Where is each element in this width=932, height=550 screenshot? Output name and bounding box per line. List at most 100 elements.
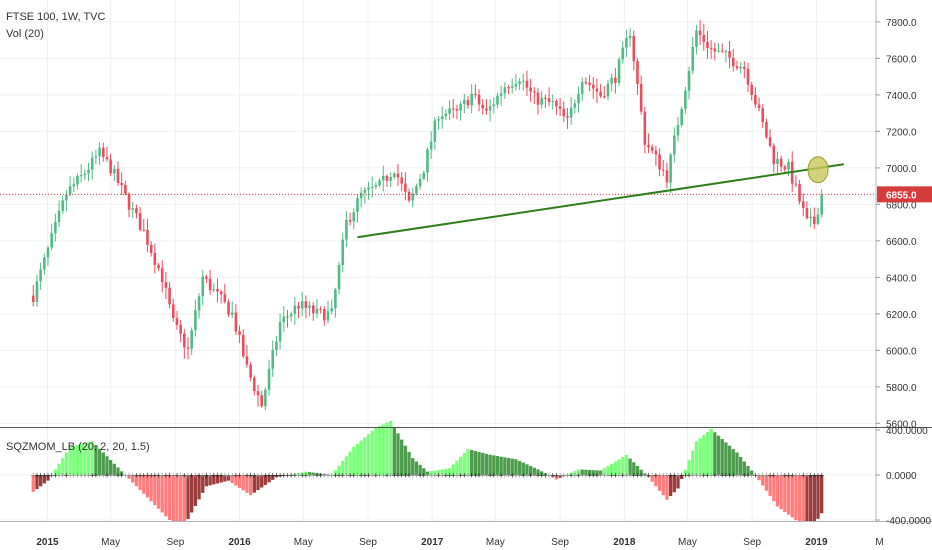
sqz-bar: [650, 475, 654, 482]
sqz-bar: [532, 467, 536, 475]
candle-body: [680, 108, 683, 126]
sqz-dot: +: [790, 471, 795, 481]
sqz-bar: [116, 467, 120, 475]
sqz-bar: [226, 475, 231, 481]
sqz-bar: [812, 475, 816, 525]
sqz-dot: +: [650, 471, 655, 481]
sqz-dot: +: [211, 471, 216, 481]
sqz-bar: [433, 470, 437, 475]
candle-body: [109, 159, 112, 174]
candle-body: [695, 30, 698, 47]
sqz-dot: +: [101, 471, 106, 481]
sqz-bar: [440, 469, 444, 475]
candle-body: [698, 30, 702, 35]
sqz-dot: +: [569, 471, 574, 481]
candle-body: [654, 150, 658, 155]
candle-body: [46, 247, 50, 258]
sqz-dot: +: [709, 471, 714, 481]
candle-body: [39, 269, 42, 282]
sqz-bar: [573, 471, 577, 475]
sqz-dot: +: [115, 471, 120, 481]
candle-body: [171, 304, 175, 319]
sqz-dot: +: [263, 471, 268, 481]
sqz-dot: +: [377, 471, 382, 481]
candle-body: [474, 93, 477, 95]
sqz-bar: [252, 475, 256, 493]
sqz-bar: [90, 441, 94, 475]
x-tick-label: May: [678, 537, 697, 548]
sqz-bar: [735, 452, 739, 475]
candle-body: [558, 106, 562, 109]
sqz-bar: [337, 465, 341, 475]
sqz-bar: [462, 452, 466, 475]
sqz-bar: [400, 439, 404, 475]
sqz-dot: +: [145, 471, 150, 481]
volume-legend[interactable]: Vol (20): [6, 28, 44, 40]
sqz-dot: +: [451, 471, 456, 481]
x-tick-label: Sep: [166, 537, 184, 548]
sqz-y-tick-label: -400.0000: [886, 516, 931, 527]
sqz-bar: [521, 462, 525, 475]
x-tick-label: 2018: [613, 537, 636, 548]
sqz-dot: +: [42, 471, 47, 481]
sqz-bar: [425, 471, 430, 475]
candle-body: [573, 103, 577, 108]
sqz-dot: +: [760, 471, 765, 481]
sqz-dot: +: [388, 471, 393, 481]
sqz-dot: +: [53, 471, 58, 481]
candle-body: [643, 111, 647, 145]
candle-body: [289, 313, 293, 317]
sqz-dot: +: [75, 471, 80, 481]
candle-body: [750, 84, 753, 95]
candle-body: [650, 147, 654, 151]
sqz-bar: [606, 466, 610, 475]
candle-body: [580, 81, 584, 94]
sqz-dot: +: [664, 471, 669, 481]
sqz-dot: +: [594, 471, 599, 481]
sqz-dot: +: [642, 471, 647, 481]
sqz-bar: [248, 475, 253, 496]
sqz-dot: +: [436, 471, 441, 481]
sqz-bar: [171, 475, 175, 522]
sqz-dot: +: [473, 471, 478, 481]
sqz-bar: [621, 457, 625, 475]
sqz-dot: +: [174, 471, 179, 481]
sqz-bar: [197, 475, 201, 500]
candle-body: [499, 93, 503, 96]
sqz-dot: +: [661, 471, 666, 481]
candle-body: [772, 145, 776, 165]
sqz-dot: +: [207, 471, 212, 481]
x-tick-label: Sep: [743, 537, 761, 548]
candle-body: [706, 41, 709, 49]
candle-body: [625, 38, 628, 48]
sqz-dot: +: [189, 471, 194, 481]
sqz-dot: +: [697, 471, 702, 481]
candle-body: [201, 276, 205, 297]
sqz-bar: [149, 475, 153, 502]
sqz-bar: [455, 460, 459, 475]
candle-body: [731, 57, 735, 67]
candle-body: [300, 301, 304, 309]
sqz-dot: +: [443, 471, 448, 481]
symbol-legend[interactable]: FTSE 100, 1W, TVC: [6, 11, 106, 23]
sqz-bar: [628, 458, 632, 475]
sqz-dot: +: [565, 471, 570, 481]
candle-body: [492, 104, 496, 107]
sqz-bar: [429, 471, 433, 475]
sqz-dot: +: [126, 471, 131, 481]
sqz-bar: [256, 475, 260, 491]
candle-body: [503, 87, 507, 94]
sqz-dot: +: [694, 471, 699, 481]
candle-body: [768, 137, 772, 146]
sqz-dot: +: [119, 471, 124, 481]
indicator-legend[interactable]: SQZMOM_LB (20, 2, 20, 1.5): [6, 441, 150, 453]
candle-body: [415, 186, 418, 194]
sqz-dot: +: [705, 471, 710, 481]
sqz-dot: +: [163, 471, 168, 481]
sqz-bar: [120, 471, 124, 475]
sqz-bar: [204, 475, 209, 487]
candle-body: [374, 185, 378, 187]
sqz-bar: [127, 475, 131, 479]
candle-body: [588, 82, 591, 85]
